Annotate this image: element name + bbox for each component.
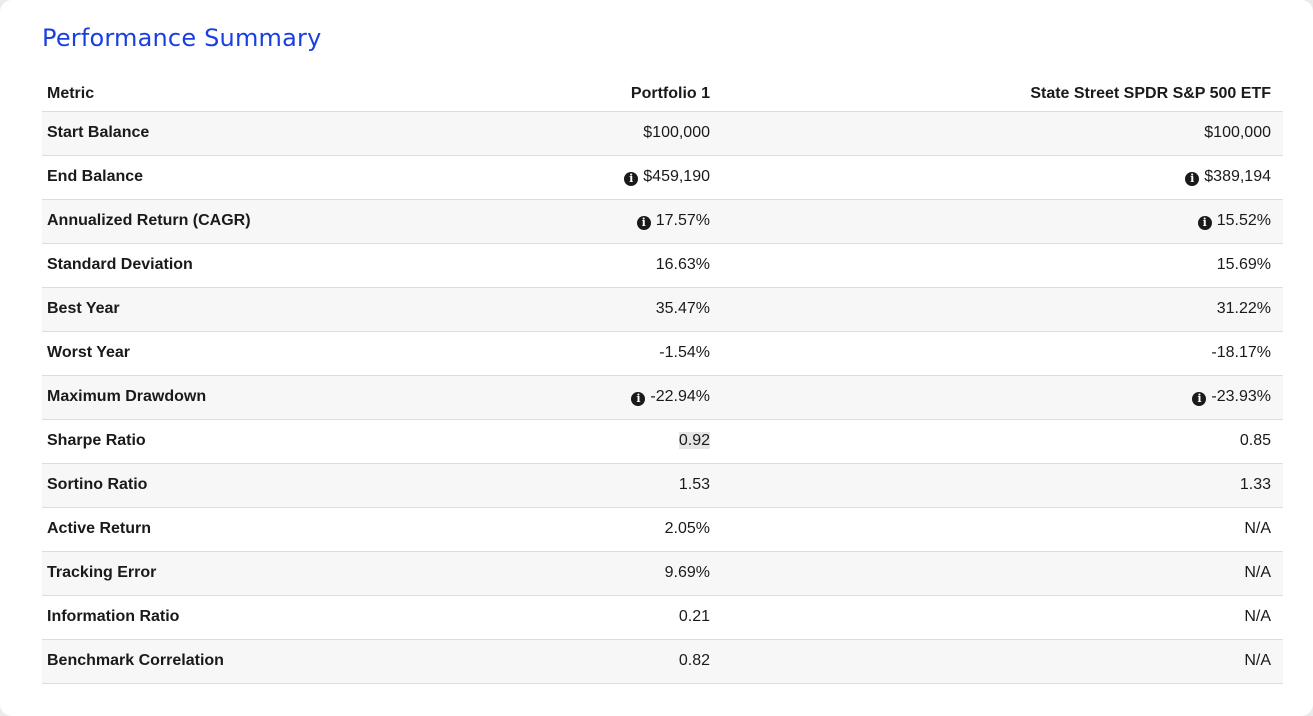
table-header: Metric Portfolio 1 State Street SPDR S&P…: [42, 77, 1283, 112]
table-row: Information Ratio 0.21 N/A: [42, 595, 1283, 640]
benchmark-value-cell: N/A: [722, 595, 1283, 640]
info-circle-icon[interactable]: i: [624, 172, 639, 186]
metric-label: Start Balance: [42, 111, 422, 156]
table-row: Benchmark Correlation 0.82 N/A: [42, 639, 1283, 684]
benchmark-value: 15.52%: [1216, 212, 1271, 229]
benchmark-value: N/A: [1244, 652, 1271, 669]
benchmark-value: 0.85: [1239, 432, 1271, 449]
portfolio-value-cell: -1.54%: [422, 331, 722, 376]
page-title: Performance Summary: [42, 24, 322, 52]
benchmark-value-cell: N/A: [722, 507, 1283, 552]
benchmark-value-cell: i 15.52%: [722, 199, 1283, 244]
table-row: Active Return 2.05% N/A: [42, 507, 1283, 552]
info-circle-icon[interactable]: i: [636, 216, 651, 230]
portfolio-value-cell: 1.53: [422, 463, 722, 508]
table-body: Start Balance $100,000 $100,000 End Balance…: [42, 111, 1283, 684]
benchmark-value-cell: i -23.93%: [722, 375, 1283, 420]
metric-label: Annualized Return (CAGR): [42, 199, 422, 244]
portfolio-value-cell: $100,000: [422, 111, 722, 156]
portfolio-value-cell: i -22.94%: [422, 375, 722, 420]
portfolio-value-cell: i $459,190: [422, 155, 722, 200]
portfolio-value: 0.92: [678, 432, 710, 449]
table-row: Best Year 35.47% 31.22%: [42, 287, 1283, 332]
benchmark-value-cell: -18.17%: [722, 331, 1283, 376]
portfolio-value-cell: 0.82: [422, 639, 722, 684]
metric-label: Sharpe Ratio: [42, 419, 422, 464]
benchmark-value: 31.22%: [1216, 300, 1271, 317]
portfolio-value: -1.54%: [659, 344, 710, 361]
benchmark-value: -23.93%: [1211, 388, 1271, 405]
portfolio-value-cell: i 17.57%: [422, 199, 722, 244]
metric-label: Maximum Drawdown: [42, 375, 422, 420]
column-header-benchmark: State Street SPDR S&P 500 ETF: [722, 77, 1283, 112]
portfolio-value-cell: 0.92: [422, 419, 722, 464]
table-row: End Balance i $459,190 i $389,194: [42, 155, 1283, 200]
table-row: Maximum Drawdown i -22.94% i -23.93%: [42, 375, 1283, 420]
portfolio-value: 35.47%: [655, 300, 710, 317]
benchmark-value: N/A: [1244, 520, 1271, 537]
column-header-metric: Metric: [42, 77, 422, 112]
benchmark-value-cell: 1.33: [722, 463, 1283, 508]
metric-label: Best Year: [42, 287, 422, 332]
table-header-row: Metric Portfolio 1 State Street SPDR S&P…: [42, 77, 1283, 112]
benchmark-value-cell: i $389,194: [722, 155, 1283, 200]
portfolio-value: 0.21: [678, 608, 710, 625]
benchmark-value-cell: $100,000: [722, 111, 1283, 156]
portfolio-value: -22.94%: [650, 388, 710, 405]
benchmark-value-cell: 0.85: [722, 419, 1283, 464]
metric-label: Tracking Error: [42, 551, 422, 596]
table-row: Sortino Ratio 1.53 1.33: [42, 463, 1283, 508]
portfolio-value-cell: 35.47%: [422, 287, 722, 332]
portfolio-value-cell: 9.69%: [422, 551, 722, 596]
benchmark-value: N/A: [1244, 564, 1271, 581]
table-row: Worst Year -1.54% -18.17%: [42, 331, 1283, 376]
portfolio-value: 0.82: [678, 652, 710, 669]
benchmark-value-cell: 15.69%: [722, 243, 1283, 288]
benchmark-value: 15.69%: [1216, 256, 1271, 273]
metric-label: Benchmark Correlation: [42, 639, 422, 684]
metric-label: Sortino Ratio: [42, 463, 422, 508]
info-circle-icon[interactable]: i: [631, 392, 646, 406]
info-circle-icon[interactable]: i: [1192, 392, 1207, 406]
portfolio-value-cell: 16.63%: [422, 243, 722, 288]
portfolio-value: 9.69%: [664, 564, 710, 581]
benchmark-value: 1.33: [1239, 476, 1271, 493]
metric-label: End Balance: [42, 155, 422, 200]
portfolio-value-cell: 0.21: [422, 595, 722, 640]
metric-label: Standard Deviation: [42, 243, 422, 288]
portfolio-value: 16.63%: [655, 256, 710, 273]
benchmark-value: $389,194: [1204, 168, 1271, 185]
portfolio-value: $100,000: [643, 124, 710, 141]
table-row: Standard Deviation 16.63% 15.69%: [42, 243, 1283, 288]
portfolio-value-cell: 2.05%: [422, 507, 722, 552]
metric-label: Information Ratio: [42, 595, 422, 640]
metric-label: Worst Year: [42, 331, 422, 376]
table-row: Start Balance $100,000 $100,000: [42, 111, 1283, 156]
info-circle-icon[interactable]: i: [1185, 172, 1200, 186]
benchmark-value: -18.17%: [1211, 344, 1271, 361]
metric-label: Active Return: [42, 507, 422, 552]
table-row: Sharpe Ratio 0.92 0.85: [42, 419, 1283, 464]
portfolio-value: $459,190: [643, 168, 710, 185]
performance-table: Metric Portfolio 1 State Street SPDR S&P…: [42, 77, 1283, 684]
table-row: Tracking Error 9.69% N/A: [42, 551, 1283, 596]
benchmark-value: $100,000: [1204, 124, 1271, 141]
column-header-portfolio: Portfolio 1: [422, 77, 722, 112]
portfolio-value: 17.57%: [655, 212, 710, 229]
benchmark-value-cell: N/A: [722, 639, 1283, 684]
portfolio-value: 1.53: [678, 476, 710, 493]
benchmark-value-cell: 31.22%: [722, 287, 1283, 332]
portfolio-value: 2.05%: [664, 520, 710, 537]
info-circle-icon[interactable]: i: [1197, 216, 1212, 230]
benchmark-value: N/A: [1244, 608, 1271, 625]
table-row: Annualized Return (CAGR) i 17.57% i 15.52%: [42, 199, 1283, 244]
benchmark-value-cell: N/A: [722, 551, 1283, 596]
